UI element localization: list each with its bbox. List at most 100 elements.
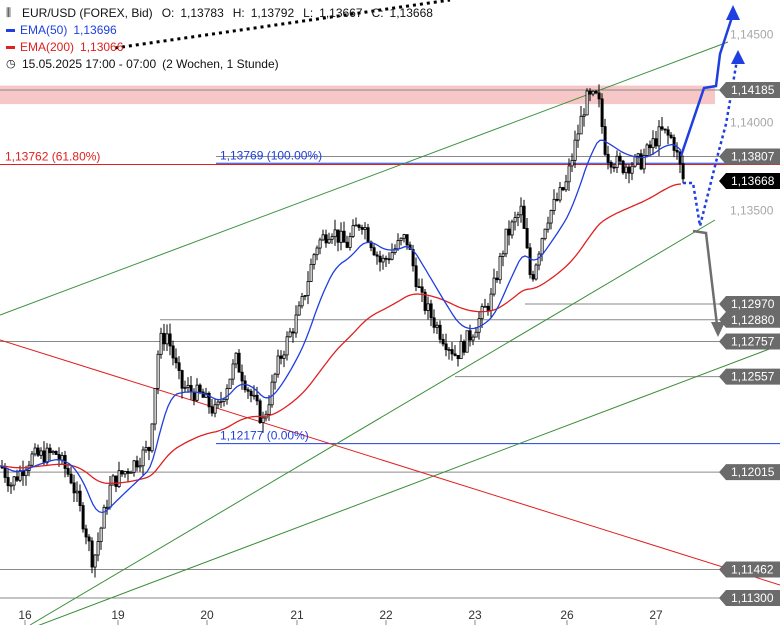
candle [72, 474, 76, 502]
level-tag: 1,11300 [719, 590, 780, 606]
candle [510, 219, 514, 239]
candle [6, 468, 10, 492]
candle [570, 153, 574, 172]
candle [426, 296, 430, 320]
candle [60, 452, 64, 465]
candle [39, 447, 43, 460]
ema50-swatch [6, 29, 15, 32]
candle [597, 84, 601, 108]
candle [603, 118, 607, 157]
candle [384, 255, 388, 268]
ema50-value: 1,13696 [73, 23, 117, 37]
open-value: 1,13783 [180, 6, 224, 20]
x-tick-label: 26 [560, 608, 574, 622]
x-tick-label: 16 [18, 608, 32, 622]
candle [150, 423, 154, 453]
candle [360, 224, 364, 235]
candle [219, 391, 223, 409]
candle [270, 374, 274, 408]
x-tick-label: 20 [200, 608, 214, 622]
level-tag: 1,12970 [719, 295, 780, 312]
candle [546, 216, 550, 233]
y-tick-label: 1,14500 [730, 28, 774, 42]
candle [36, 444, 40, 457]
candle [321, 229, 325, 241]
x-tick-label: 21 [290, 608, 304, 622]
candle [675, 142, 679, 160]
candle [411, 244, 415, 272]
candlestick-icon: ⫼ [6, 7, 12, 19]
candle [81, 502, 85, 533]
level-tag-label: 1,11462 [731, 562, 774, 576]
candle [102, 504, 106, 529]
candle [90, 537, 94, 574]
x-tick-label: 23 [468, 608, 482, 622]
candle [51, 449, 55, 456]
candle [387, 252, 391, 264]
candle [420, 278, 424, 303]
candle [531, 270, 535, 282]
candle [258, 398, 262, 425]
candle [12, 476, 16, 491]
candle [216, 400, 220, 409]
candle [432, 309, 436, 334]
candle [585, 88, 589, 116]
candle [30, 450, 34, 468]
candle [627, 164, 631, 184]
candle [651, 130, 655, 155]
fib-label-61-8: 1,13762 (61.80%) [5, 149, 100, 163]
clock-icon: ◷ [6, 58, 16, 70]
candle [351, 219, 355, 239]
ema200-line [0, 183, 682, 484]
ema50-label: EMA(50) [20, 23, 68, 37]
candle [21, 460, 25, 486]
candle [543, 228, 547, 241]
level-tag: 1,12880 [719, 311, 780, 328]
candle [609, 160, 613, 174]
candle [573, 130, 577, 168]
bullish-projection-arrow [679, 13, 735, 157]
candle [183, 380, 187, 393]
level-tag: 1,12757 [719, 333, 780, 350]
level-tag-label: 1,13807 [731, 150, 775, 164]
candle [318, 237, 322, 255]
candle [339, 222, 343, 251]
candle [453, 345, 457, 357]
candle [372, 244, 376, 256]
candle [660, 116, 664, 131]
candle [636, 152, 640, 166]
candle [348, 232, 352, 251]
candle [69, 466, 73, 485]
open-label: O: [161, 6, 175, 20]
resistance-zone [0, 85, 715, 105]
candle [165, 324, 169, 352]
candle [303, 295, 307, 301]
x-tick-label: 22 [379, 608, 393, 622]
candle [525, 217, 529, 250]
date-range: 15.05.2025 17:00 - 07:00 [22, 57, 157, 71]
candle [240, 364, 244, 390]
candle [231, 359, 235, 385]
candle [507, 220, 511, 246]
candle [162, 323, 166, 351]
candle [474, 327, 478, 338]
candle [93, 554, 97, 578]
candle [492, 268, 496, 297]
candle [276, 349, 280, 378]
candle [495, 270, 499, 283]
candle [87, 534, 91, 552]
candle [666, 126, 670, 145]
candle [306, 271, 310, 305]
level-tag: 1,11462 [719, 561, 780, 578]
candle [210, 399, 214, 417]
candle [174, 348, 178, 369]
candle [399, 237, 403, 246]
candle [99, 526, 103, 550]
candle [669, 132, 673, 140]
bullish-arrowhead [726, 5, 740, 20]
candle [582, 108, 586, 127]
candle [558, 181, 562, 203]
candle [222, 397, 226, 407]
candle [132, 459, 136, 477]
